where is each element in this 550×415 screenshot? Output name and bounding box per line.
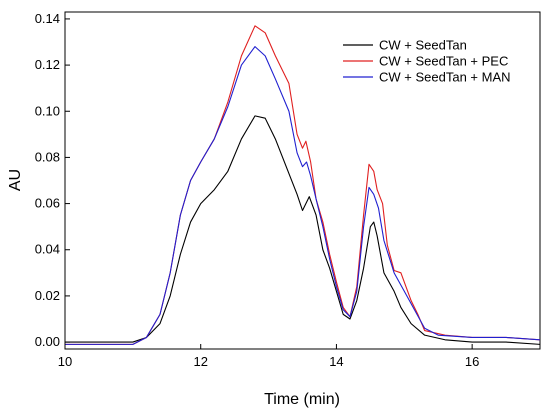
- y-tick-label: 0.08: [35, 149, 60, 164]
- series-line-3: [65, 46, 541, 345]
- y-tick-label: 0.04: [35, 242, 60, 257]
- plot-frame: [64, 11, 541, 350]
- y-tick-label: 0.06: [35, 196, 60, 211]
- x-axis-title: Time (min): [264, 391, 340, 408]
- legend-label-1: CW + SeedTan: [379, 38, 467, 53]
- y-tick-label: 0.10: [35, 103, 60, 118]
- x-tick-label: 10: [58, 354, 72, 369]
- y-tick-label: 0.14: [35, 11, 60, 26]
- x-tick-label: 14: [329, 354, 343, 369]
- y-tick-label: 0.12: [35, 57, 60, 72]
- y-axis: 0.00 0.02 0.04 0.06 0.08 0.10 0.12 0.14: [35, 11, 70, 349]
- y-axis-title: AU: [7, 169, 24, 191]
- y-tick-label: 0.00: [35, 334, 60, 349]
- x-tick-label: 12: [193, 354, 207, 369]
- legend-label-3: CW + SeedTan + MAN: [379, 70, 511, 85]
- legend-label-2: CW + SeedTan + PEC: [379, 54, 508, 69]
- y-tick-label: 0.02: [35, 288, 60, 303]
- x-axis: 10 12 14 16: [58, 344, 479, 369]
- series-layer: [65, 25, 541, 345]
- series-line-1: [65, 115, 541, 345]
- x-tick-label: 16: [465, 354, 479, 369]
